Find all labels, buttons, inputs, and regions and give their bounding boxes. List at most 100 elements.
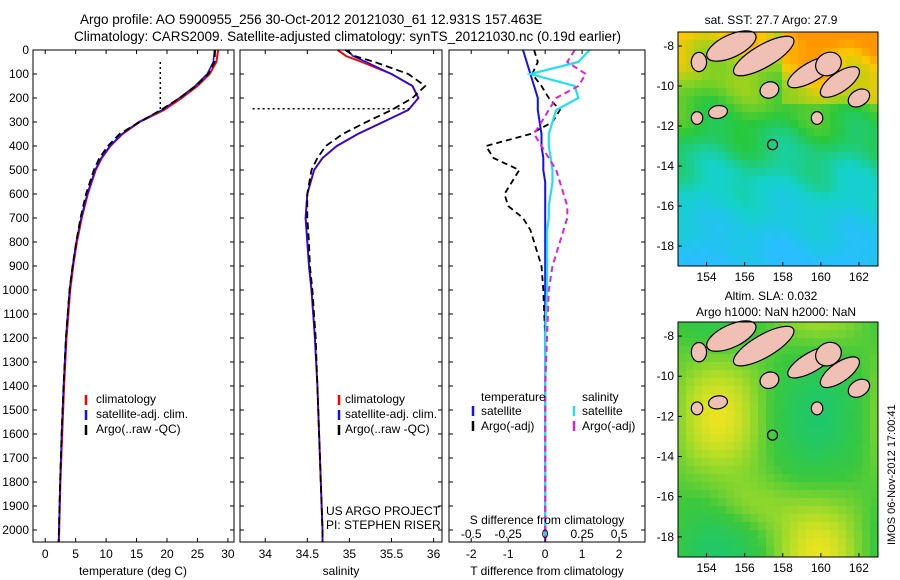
map-cell: [734, 450, 742, 458]
map-cell: [838, 184, 846, 192]
map-cell: [782, 128, 790, 136]
map-cell: [798, 394, 806, 402]
map-cell: [710, 96, 718, 104]
map-cell: [750, 240, 758, 248]
x-tick-label: 30: [221, 547, 235, 561]
salinity-axes-frame: [239, 49, 443, 543]
island-landmass: [707, 104, 729, 120]
map-cell: [774, 522, 782, 530]
map-cell: [686, 184, 694, 192]
map-cell: [678, 200, 686, 208]
map-cell: [686, 224, 694, 232]
map-cell: [726, 56, 734, 64]
map-cell: [782, 378, 790, 386]
map-cell: [862, 346, 870, 354]
map-cell: [870, 64, 878, 72]
map-cell: [870, 160, 878, 168]
map-cell: [854, 458, 862, 466]
map-cell: [678, 418, 686, 426]
map-cell: [694, 546, 702, 554]
map-cell: [766, 450, 774, 458]
map-cell: [814, 322, 822, 330]
map-cell: [854, 232, 862, 240]
map-cell: [686, 426, 694, 434]
map-cell: [678, 386, 686, 394]
map-cell: [766, 442, 774, 450]
map-cell: [734, 386, 742, 394]
map-cell: [862, 256, 870, 264]
map-cell: [846, 322, 854, 330]
map-cell: [758, 402, 766, 410]
map-cell: [838, 458, 846, 466]
map-cell: [742, 176, 750, 184]
map-cell: [798, 88, 806, 96]
map-cell: [838, 192, 846, 200]
map-cell: [678, 104, 686, 112]
map-cell: [854, 418, 862, 426]
map-cell: [686, 482, 694, 490]
map-cell: [862, 128, 870, 136]
map-cell: [838, 120, 846, 128]
map-cell: [798, 224, 806, 232]
map-cell: [822, 128, 830, 136]
map-cell: [846, 56, 854, 64]
map-cell: [678, 176, 686, 184]
map-cell: [838, 554, 846, 557]
map-cell: [814, 442, 822, 450]
y-tick-label: 1400: [2, 379, 29, 393]
map-cell: [830, 554, 838, 557]
island-landmass: [732, 35, 795, 77]
map-cell: [790, 128, 798, 136]
map-cell: [870, 144, 878, 152]
map-cell: [782, 530, 790, 538]
map-cell: [710, 120, 718, 128]
map-cell: [694, 208, 702, 216]
map-cell: [750, 200, 758, 208]
map-cell: [734, 128, 742, 136]
map-cell: [718, 370, 726, 378]
map-cell: [726, 506, 734, 514]
map-cell: [790, 112, 798, 120]
map-cell: [838, 152, 846, 160]
difference-panel: -2 -1 0 1 2 T difference from climatology S …: [448, 49, 646, 578]
island-landmass: [732, 325, 795, 367]
map-cell: [830, 338, 838, 346]
map-cell: [838, 538, 846, 546]
map-cell: [758, 240, 766, 248]
map-cell: [702, 80, 710, 88]
map-cell: [838, 386, 846, 394]
map-cell: [734, 522, 742, 530]
map-cell: [798, 402, 806, 410]
temperature-legend: climatology satellite-adj. clim. Argo(..…: [84, 392, 188, 436]
map-cell: [694, 530, 702, 538]
map-cell: [710, 224, 718, 232]
map-cell: [702, 362, 710, 370]
map-cell: [758, 200, 766, 208]
map-cell: [742, 378, 750, 386]
map-cell: [766, 104, 774, 112]
map-cell: [822, 442, 830, 450]
map-cell: [814, 490, 822, 498]
map-cell: [814, 458, 822, 466]
map-cell: [822, 426, 830, 434]
map-cell: [790, 264, 798, 266]
map-cell: [686, 362, 694, 370]
map-cell: [702, 264, 710, 266]
map-cell: [678, 136, 686, 144]
map-cell: [806, 240, 814, 248]
map-cell: [782, 370, 790, 378]
map-cell: [782, 346, 790, 354]
map-cell: [694, 514, 702, 522]
map-cell: [854, 538, 862, 546]
map-cell: [838, 498, 846, 506]
map-cell: [710, 378, 718, 386]
map-cell: [750, 402, 758, 410]
map-cell: [822, 330, 830, 338]
map-cell: [854, 56, 862, 64]
map-cell: [862, 184, 870, 192]
map-cell: [718, 120, 726, 128]
map-cell: [814, 394, 822, 402]
map-cell: [726, 554, 734, 557]
sst-map: sat. SST: 27.7 Argo: 27.9 154 156 158 160 16…: [657, 13, 879, 284]
map-cell: [798, 136, 806, 144]
